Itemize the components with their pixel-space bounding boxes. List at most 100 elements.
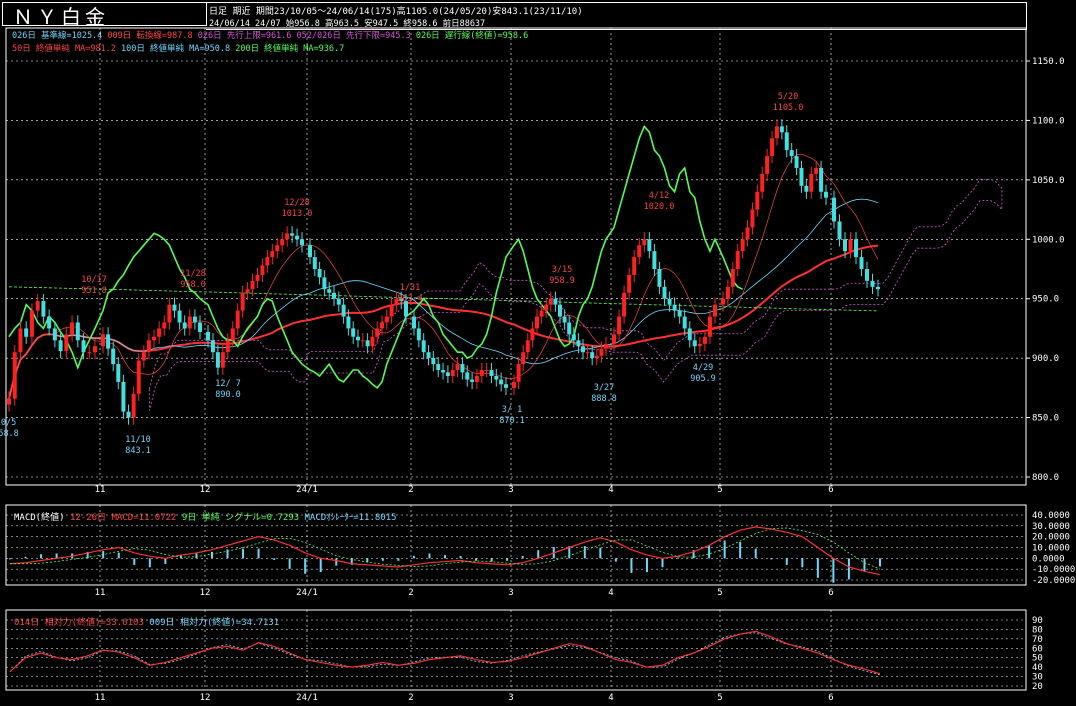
ma50-line [8, 244, 879, 399]
macd-histogram-bar [677, 557, 680, 559]
candle-body [876, 286, 880, 290]
candle-body [548, 298, 553, 305]
candle-body [360, 340, 365, 342]
candle-body [75, 322, 80, 341]
candle-body [187, 316, 192, 329]
macd-histogram-bar [195, 552, 198, 559]
candle-body [416, 328, 421, 341]
candle-body [370, 336, 375, 347]
candle-body [351, 328, 356, 337]
candle-body [93, 346, 97, 353]
macd-histogram-bar [879, 558, 881, 567]
candle-body [504, 384, 508, 388]
candle-body [632, 257, 637, 275]
macd-line-label: 12-26日 MACD=11.0722 [69, 513, 177, 523]
x-tick-label: 11 [95, 485, 106, 495]
candle-body [41, 301, 46, 317]
candle-body [755, 191, 760, 210]
rsi-x-tick-label: 3 [508, 693, 513, 703]
candle-body [87, 352, 92, 354]
candle-body [652, 251, 657, 269]
candle-body [765, 156, 770, 174]
contract-type: 期近 [232, 7, 251, 17]
price-panel-border [5, 27, 1027, 486]
candle-body [702, 336, 707, 344]
candle-body [250, 280, 255, 290]
candle-body [230, 328, 235, 341]
candle-body [210, 340, 215, 353]
annotation-date: 3/27 [594, 383, 614, 393]
macd-histogram-bar [242, 548, 245, 559]
candle-body [837, 221, 842, 240]
candle-body [215, 352, 220, 368]
candle-body [455, 364, 460, 371]
ichimoku-cloud [148, 178, 1003, 411]
macd-histogram-bar [117, 552, 120, 559]
macd-histogram-bar [506, 558, 509, 561]
candle-body [677, 310, 682, 317]
macd-histogram-bar [381, 558, 384, 561]
candle-body [725, 286, 730, 299]
macd-histogram-bar [816, 558, 819, 578]
candle-body [730, 269, 735, 287]
macd-histogram-bar [630, 558, 633, 573]
candle-body [832, 197, 836, 222]
info-box: 日足 期近 期間23/10/05～24/06/14(175)高1105.0(24… [206, 2, 1027, 30]
period-type: 日足 [209, 7, 228, 17]
candle-body [336, 298, 341, 305]
price-tick-label: 1150.0 [1032, 57, 1065, 67]
rsi-x-tick-label: 24/1 [296, 693, 318, 703]
macd-histogram-bar [490, 558, 493, 562]
candle-body [470, 379, 475, 382]
rsi-x-tick-label: 11 [95, 693, 106, 703]
macd-tick-label: 0.0000 [1032, 554, 1065, 564]
annotation-value: 843.1 [125, 446, 151, 456]
rsi-tick-label: 60 [1032, 644, 1043, 654]
macd-histogram-bar [785, 558, 788, 565]
annotation-date: 10/5 [0, 418, 16, 428]
macd-tick-label: -10.0000 [1032, 565, 1075, 575]
candle-body [814, 167, 819, 174]
candle-body [474, 375, 479, 382]
macd-histogram-bar [55, 553, 58, 559]
macd-histogram-bar [739, 542, 742, 559]
candle-body [441, 370, 446, 373]
candle-body [662, 286, 667, 299]
annotation-value: 951.8 [81, 286, 107, 296]
macd-histogram-bar [444, 555, 446, 559]
candle-body [162, 322, 167, 329]
candle-body [421, 340, 426, 353]
candle-body [530, 328, 535, 341]
candle-body [431, 358, 436, 365]
candle-body [599, 348, 604, 356]
candle-body [394, 298, 399, 305]
candle-body [657, 269, 662, 287]
candle-body [327, 289, 332, 293]
macd-histogram-bar [273, 558, 276, 560]
candle-body [824, 191, 828, 198]
candle-body [590, 352, 595, 359]
candle-body [167, 304, 172, 323]
candle-body [516, 364, 521, 382]
annotation-value: 890.0 [215, 390, 241, 400]
candle-body [667, 298, 672, 305]
candle-body [535, 316, 539, 329]
chart-title: ＮＹ白金 [13, 5, 109, 29]
rsi-tick-label: 80 [1032, 625, 1043, 635]
candle-body [64, 334, 69, 352]
macd-histogram-bar [583, 546, 586, 559]
macd-title: MACD(終値) [14, 513, 65, 523]
legend-chikou: 026日 遅行線(終値)=958.6 [415, 31, 529, 41]
candle-body [779, 126, 784, 133]
candle-body [571, 334, 576, 341]
candle-body [784, 132, 789, 151]
candle-body [585, 352, 590, 354]
macd-line [9, 526, 881, 576]
period-range: 期間23/10/05～24/06/14(175)高1105.0(24/05/20… [255, 7, 583, 17]
macd-histogram-bar [288, 558, 291, 569]
candle-body [562, 316, 567, 323]
macd-x-tick-label: 24/1 [296, 588, 318, 598]
candle-body [285, 233, 290, 240]
macd-histogram-bar [133, 558, 136, 565]
candle-body [182, 322, 187, 329]
